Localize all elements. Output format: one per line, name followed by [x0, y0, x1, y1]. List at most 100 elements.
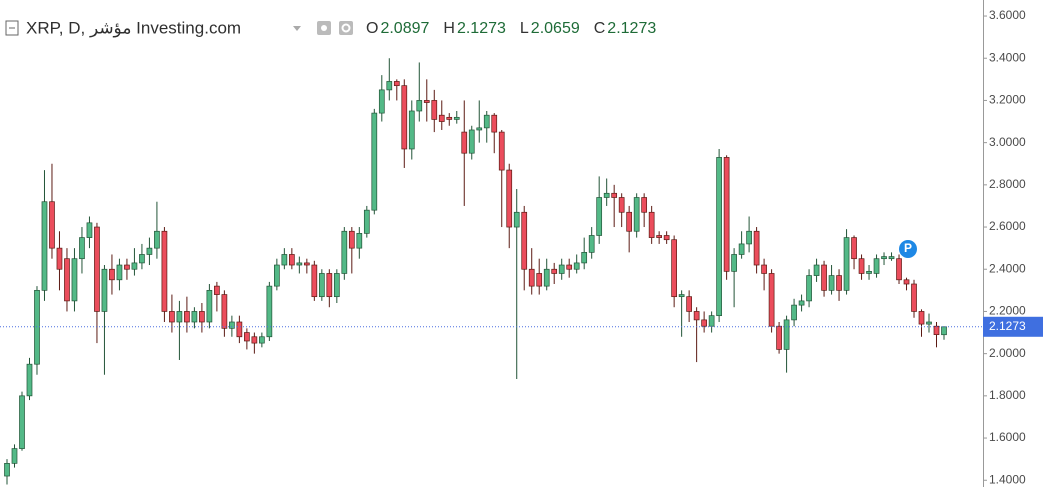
candle-body: [581, 252, 588, 264]
candle: [303, 258, 310, 274]
candle-body: [341, 230, 348, 274]
candle: [828, 265, 835, 295]
candle-body: [408, 110, 415, 150]
candle: [858, 254, 865, 280]
candle: [491, 113, 498, 154]
candle: [476, 100, 483, 143]
candle-body: [101, 268, 108, 312]
candle: [176, 300, 183, 360]
candle: [259, 332, 265, 348]
candle-body: [896, 258, 902, 281]
y-tick-label: 1.6000: [989, 430, 1026, 444]
candle: [131, 248, 138, 276]
candle-body: [393, 81, 400, 87]
candle: [641, 193, 648, 228]
candle: [836, 269, 842, 301]
candle-body: [596, 197, 603, 236]
candle: [896, 254, 902, 285]
candle: [371, 108, 378, 215]
candle: [656, 231, 663, 244]
ohlc-value: 2.0897: [380, 20, 429, 37]
candle: [11, 444, 18, 468]
candle-body: [146, 247, 153, 255]
candle-body: [221, 294, 228, 329]
candle: [843, 229, 850, 295]
candle-body: [536, 273, 543, 287]
settings-icon[interactable]: [339, 21, 353, 35]
candle: [551, 262, 558, 285]
candle: [468, 125, 475, 160]
ohlc-value: 2.0659: [531, 20, 580, 37]
collapse-icon[interactable]: [5, 20, 19, 36]
candle: [926, 313, 932, 333]
candle-body: [716, 157, 722, 317]
candle-body: [836, 275, 842, 291]
candle-body: [851, 237, 857, 260]
candle-body: [491, 114, 498, 133]
candle-body: [918, 311, 925, 325]
candle: [214, 281, 220, 312]
candle: [296, 256, 303, 274]
candle: [708, 311, 715, 333]
candle-body: [206, 289, 213, 323]
candle-body: [483, 114, 490, 129]
candle-body: [56, 247, 63, 270]
candle: [393, 79, 400, 101]
candle: [341, 227, 348, 280]
candle-body: [4, 463, 10, 477]
candle-body: [633, 197, 640, 232]
candle-body: [274, 264, 280, 287]
candle: [611, 184, 618, 228]
marker-label: P: [904, 241, 912, 255]
candle-body: [476, 127, 483, 131]
candle: [618, 193, 625, 228]
marker-badge[interactable]: [899, 240, 917, 258]
candle-body: [191, 311, 198, 323]
candle: [633, 193, 640, 238]
candle: [581, 237, 588, 270]
candle-body: [603, 192, 610, 198]
candle-body: [776, 325, 782, 350]
y-tick-label: 3.2000: [989, 93, 1026, 107]
candle-body: [731, 254, 737, 272]
candle-body: [881, 256, 887, 260]
candle-body: [791, 304, 797, 321]
candle-body: [566, 264, 573, 270]
candle: [753, 227, 760, 274]
candle: [746, 216, 752, 253]
candle: [761, 258, 767, 291]
candle-body: [941, 326, 947, 336]
candle: [318, 269, 325, 301]
candle: [206, 284, 213, 329]
candle: [573, 254, 580, 274]
candle-body: [558, 264, 565, 274]
candle: [281, 248, 288, 270]
y-tick-label: 2.6000: [989, 219, 1026, 233]
candle-body: [873, 258, 880, 274]
candle: [416, 62, 423, 122]
candle-body: [288, 254, 295, 266]
candle: [453, 110, 460, 124]
y-tick-label: 1.4000: [989, 472, 1026, 486]
candle: [498, 129, 505, 228]
candle: [438, 100, 445, 130]
candle-body: [693, 311, 700, 321]
candle-body: [911, 283, 917, 312]
candle: [813, 258, 820, 282]
candle: [866, 265, 872, 280]
candle-body: [184, 311, 190, 323]
candle-body: [828, 275, 835, 291]
candle: [738, 231, 745, 259]
candle-body: [813, 264, 820, 276]
dropdown-arrow[interactable]: [293, 26, 301, 31]
candle: [191, 307, 198, 329]
candle: [274, 258, 280, 291]
candle: [723, 155, 730, 280]
candle: [678, 290, 685, 337]
candle: [34, 286, 40, 375]
eye-icon-dot: [321, 25, 327, 31]
candle-body: [303, 262, 310, 266]
ohlc-key: C: [594, 20, 606, 37]
candle: [288, 248, 295, 270]
candle: [686, 290, 692, 322]
